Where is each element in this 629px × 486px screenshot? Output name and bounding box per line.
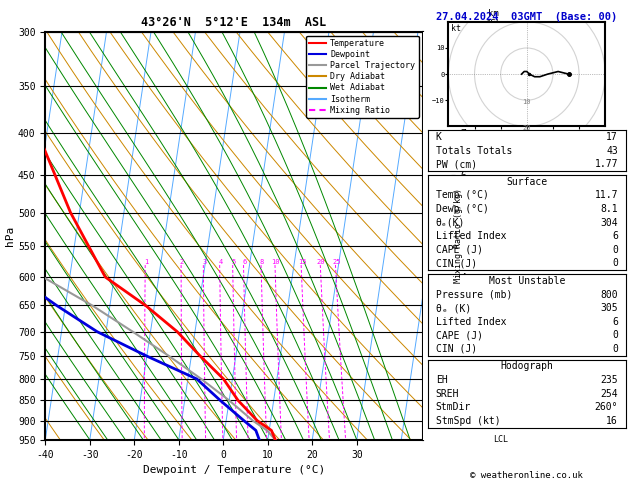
Text: 3: 3 <box>202 259 206 265</box>
Text: CAPE (J): CAPE (J) <box>436 245 482 255</box>
Text: 11.7: 11.7 <box>594 191 618 200</box>
Text: 15: 15 <box>298 259 306 265</box>
Text: 6: 6 <box>612 231 618 241</box>
Text: 10: 10 <box>523 99 531 105</box>
Text: © weatheronline.co.uk: © weatheronline.co.uk <box>470 471 583 480</box>
Text: CAPE (J): CAPE (J) <box>436 330 482 340</box>
Text: 8.1: 8.1 <box>600 204 618 214</box>
Text: 0: 0 <box>612 245 618 255</box>
Text: CIN (J): CIN (J) <box>436 344 477 354</box>
Text: 10: 10 <box>272 259 280 265</box>
Text: StmSpd (kt): StmSpd (kt) <box>436 416 500 426</box>
Text: 16: 16 <box>606 416 618 426</box>
Text: 43: 43 <box>606 146 618 156</box>
Text: km
ASL: km ASL <box>486 9 501 28</box>
Text: 0: 0 <box>612 330 618 340</box>
Text: Dewp (°C): Dewp (°C) <box>436 204 489 214</box>
Text: 20: 20 <box>317 259 325 265</box>
Text: LCL: LCL <box>494 435 508 444</box>
Text: SREH: SREH <box>436 389 459 399</box>
Text: Surface: Surface <box>506 177 547 187</box>
Text: 254: 254 <box>600 389 618 399</box>
Text: 25: 25 <box>332 259 341 265</box>
Text: PW (cm): PW (cm) <box>436 159 477 169</box>
Text: 8: 8 <box>260 259 264 265</box>
Text: 2: 2 <box>180 259 184 265</box>
Text: Temp (°C): Temp (°C) <box>436 191 489 200</box>
Text: θₑ (K): θₑ (K) <box>436 303 471 313</box>
Text: StmDir: StmDir <box>436 402 471 412</box>
Text: 30: 30 <box>523 151 531 157</box>
Text: CIN (J): CIN (J) <box>436 259 477 268</box>
Text: Pressure (mb): Pressure (mb) <box>436 290 512 299</box>
Text: 235: 235 <box>600 375 618 385</box>
Text: Totals Totals: Totals Totals <box>436 146 512 156</box>
Text: Mixing Ratio (g/kg): Mixing Ratio (g/kg) <box>454 188 463 283</box>
Text: 260°: 260° <box>594 402 618 412</box>
Text: 1: 1 <box>144 259 148 265</box>
Legend: Temperature, Dewpoint, Parcel Trajectory, Dry Adiabat, Wet Adiabat, Isotherm, Mi: Temperature, Dewpoint, Parcel Trajectory… <box>306 36 418 118</box>
Text: 20: 20 <box>523 125 531 131</box>
Text: kt: kt <box>451 24 461 34</box>
Text: 6: 6 <box>612 317 618 327</box>
Text: 305: 305 <box>600 303 618 313</box>
Text: 0: 0 <box>612 259 618 268</box>
Text: θₑ(K): θₑ(K) <box>436 218 465 227</box>
Text: 1.77: 1.77 <box>594 159 618 169</box>
Text: Lifted Index: Lifted Index <box>436 231 506 241</box>
Title: 43°26'N  5°12'E  134m  ASL: 43°26'N 5°12'E 134m ASL <box>142 16 326 29</box>
Text: 17: 17 <box>606 132 618 142</box>
Text: 4: 4 <box>218 259 223 265</box>
Text: 304: 304 <box>600 218 618 227</box>
Text: Most Unstable: Most Unstable <box>489 276 565 286</box>
Text: 6: 6 <box>242 259 247 265</box>
Text: Hodograph: Hodograph <box>500 362 554 371</box>
Text: K: K <box>436 132 442 142</box>
Text: 0: 0 <box>612 344 618 354</box>
Text: 800: 800 <box>600 290 618 299</box>
Text: 5: 5 <box>231 259 236 265</box>
Text: EH: EH <box>436 375 447 385</box>
Text: 27.04.2024  03GMT  (Base: 00): 27.04.2024 03GMT (Base: 00) <box>436 12 618 22</box>
Y-axis label: hPa: hPa <box>5 226 15 246</box>
X-axis label: Dewpoint / Temperature (°C): Dewpoint / Temperature (°C) <box>143 465 325 475</box>
Text: Lifted Index: Lifted Index <box>436 317 506 327</box>
